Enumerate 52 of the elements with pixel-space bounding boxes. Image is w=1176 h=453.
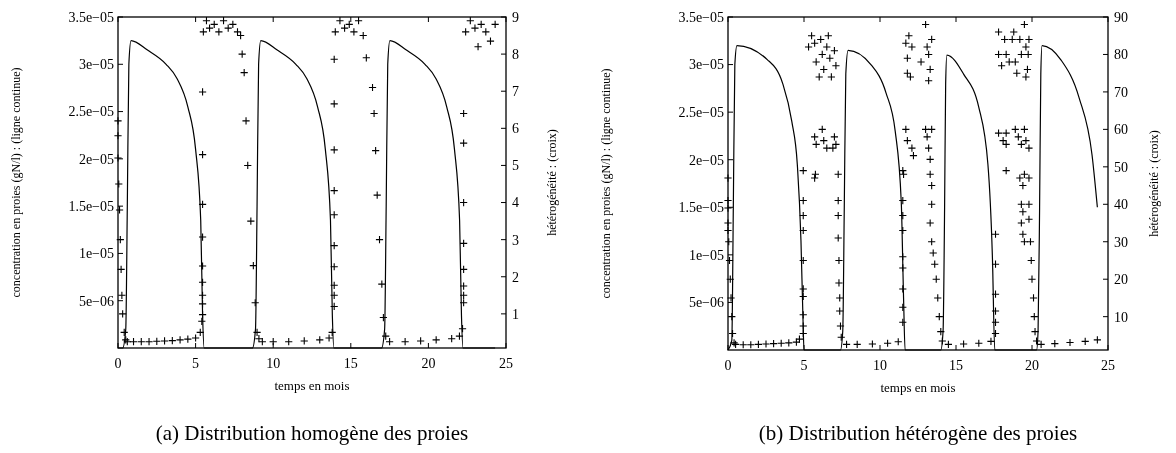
- y2-tick-label: 80: [1114, 47, 1128, 63]
- y2-tick-label: 3: [512, 232, 519, 248]
- y-tick-label: 1.5e−05: [68, 199, 114, 215]
- x-tick-label: 20: [1025, 358, 1039, 373]
- y-tick-label: 3e−05: [688, 57, 724, 73]
- y2-tick-label: 9: [512, 9, 519, 25]
- x-tick-label: 15: [949, 358, 963, 373]
- x-axis-title: temps en mois: [274, 378, 350, 393]
- y2-tick-label: 70: [1114, 84, 1128, 100]
- y-tick-label: 3.5e−05: [678, 9, 724, 25]
- y-tick-label: 3e−05: [78, 57, 114, 73]
- y2-tick-label: 90: [1114, 9, 1128, 25]
- y2-tick-label: 50: [1114, 159, 1128, 175]
- y2-tick-label: 4: [512, 195, 519, 211]
- x-tick-label: 5: [800, 358, 808, 373]
- y-tick-label: 3.5e−05: [68, 9, 114, 25]
- y-tick-label: 5e−06: [688, 295, 724, 311]
- x-tick-label: 20: [421, 356, 436, 371]
- y-tick-label: 5e−06: [78, 293, 114, 309]
- x-tick-label: 0: [114, 356, 122, 371]
- y2-tick-label: 60: [1114, 122, 1128, 138]
- y-tick-label: 2e−05: [78, 151, 114, 167]
- y-tick-label: 1e−05: [688, 247, 724, 263]
- y2-tick-label: 1: [512, 306, 519, 322]
- y-axis-title: concentration en proies (gN/l) : (ligne continue): [9, 67, 23, 298]
- y2-tick-label: 7: [512, 84, 519, 100]
- x-tick-label: 25: [1101, 358, 1115, 373]
- y-tick-label: 2.5e−05: [68, 104, 114, 120]
- y2-tick-label: 2: [512, 269, 519, 285]
- y-tick-label: 1e−05: [78, 246, 114, 262]
- y-axis-title: concentration en proies (gN/l) : (ligne continue): [599, 68, 613, 299]
- y2-tick-label: 20: [1114, 272, 1128, 288]
- y-tick-label: 2.5e−05: [678, 105, 724, 121]
- x-tick-label: 15: [343, 356, 358, 371]
- x-tick-label: 10: [266, 356, 281, 371]
- y-tick-label: 1.5e−05: [678, 200, 724, 216]
- text: (b) Distribution hétérogène des proies: [758, 421, 1078, 445]
- y2-tick-label: 6: [512, 121, 519, 137]
- y2-tick-label: 40: [1114, 197, 1128, 213]
- y2-axis-title: hétérogénéité : (croix): [1147, 130, 1161, 237]
- y2-tick-label: 10: [1114, 309, 1128, 325]
- x-tick-label: 0: [724, 358, 732, 373]
- x-tick-label: 10: [873, 358, 887, 373]
- x-tick-label: 25: [499, 356, 513, 371]
- y2-tick-label: 5: [512, 158, 519, 174]
- y2-axis-title: hétérogénéité : (croix): [545, 129, 559, 236]
- y2-tick-label: 30: [1114, 234, 1128, 250]
- y2-tick-label: 8: [512, 47, 519, 63]
- text: (a) Distribution homogène des proies: [155, 421, 469, 445]
- y-tick-label: 2e−05: [688, 152, 724, 168]
- x-axis-title: temps en mois: [880, 380, 956, 395]
- x-tick-label: 5: [192, 356, 200, 371]
